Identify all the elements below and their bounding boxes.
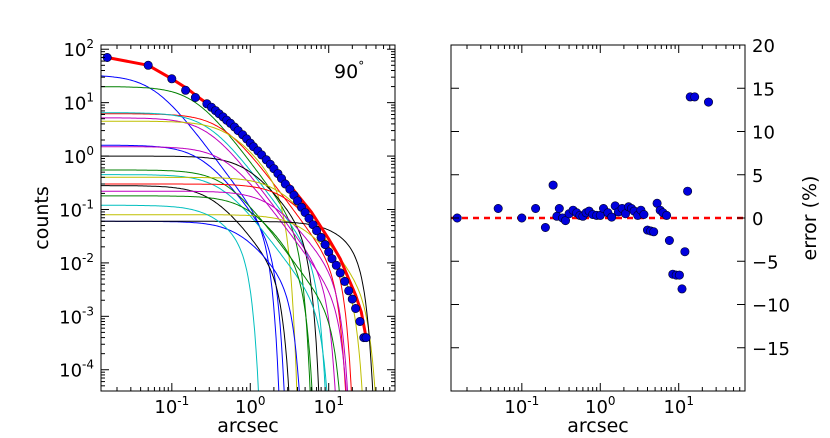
error-points bbox=[452, 92, 713, 294]
left-y-tick-label: 10-4 bbox=[59, 358, 94, 382]
observed-point bbox=[331, 260, 341, 270]
observed-point bbox=[355, 316, 365, 326]
right-y-tick-label: −15 bbox=[752, 339, 790, 360]
observed-point bbox=[167, 74, 177, 84]
error-point bbox=[517, 213, 527, 223]
left-y-tick-label: 102 bbox=[63, 37, 94, 61]
component-curve-c19 bbox=[101, 204, 259, 391]
component-curve-c12 bbox=[101, 176, 376, 391]
right-y-tick-label: 15 bbox=[752, 79, 775, 100]
error-point bbox=[639, 210, 649, 220]
observed-point bbox=[190, 93, 200, 103]
left-plot-frame bbox=[100, 44, 396, 392]
right-y-tick-label: 5 bbox=[752, 166, 763, 187]
right-x-axis-label: arcsec bbox=[567, 415, 629, 437]
right-y-tick-label: 10 bbox=[752, 123, 775, 144]
error-point bbox=[680, 247, 690, 257]
right-y-tick-label: 20 bbox=[752, 36, 775, 57]
component-curve-c8 bbox=[101, 144, 285, 391]
component-curve-c4 bbox=[101, 112, 326, 391]
component-curve-c13 bbox=[101, 183, 352, 391]
observed-point bbox=[335, 268, 345, 278]
right-y-tick-label: 0 bbox=[752, 209, 763, 230]
error-point bbox=[703, 97, 713, 107]
component-curve-c9 bbox=[101, 146, 347, 391]
right-x-ticks: 10-1 100 101 bbox=[466, 45, 741, 418]
observed-point bbox=[181, 85, 191, 95]
error-point bbox=[649, 227, 659, 237]
observed-points bbox=[102, 52, 371, 343]
total-model-line bbox=[106, 56, 368, 338]
component-curve-c14 bbox=[101, 185, 290, 391]
angle-annotation: 90° bbox=[334, 59, 364, 83]
error-point bbox=[540, 223, 550, 233]
observed-point bbox=[316, 232, 326, 242]
observed-point bbox=[327, 254, 337, 264]
observed-point bbox=[292, 196, 302, 206]
right-y-tick-label: −5 bbox=[752, 252, 779, 273]
left-x-tick-label: 10-1 bbox=[154, 394, 189, 418]
component-curve-c2 bbox=[101, 86, 311, 391]
left-y-tick-label: 10-3 bbox=[59, 304, 94, 328]
observed-point bbox=[347, 294, 357, 304]
right-y-ticks: 20 15 10 5 0 −5 −10 −15 bbox=[451, 36, 790, 360]
right-x-tick-label: 10-1 bbox=[504, 394, 539, 418]
error-point bbox=[677, 284, 687, 294]
profile-panel: 10-1 100 101 10-4 10-3 10-2 10-1 100 101 102 90°… bbox=[31, 37, 396, 437]
error-point bbox=[554, 204, 564, 214]
error-point bbox=[531, 204, 541, 214]
error-point bbox=[548, 180, 558, 190]
component-curve-c15 bbox=[101, 190, 349, 391]
observed-point bbox=[143, 60, 153, 70]
component-curve-c18 bbox=[101, 220, 374, 391]
right-y-tick-label: −10 bbox=[752, 296, 790, 317]
component-curve-c5 bbox=[101, 117, 336, 391]
total-model-curve bbox=[106, 56, 368, 338]
component-curve-c20 bbox=[101, 195, 313, 391]
left-y-axis-label: counts bbox=[31, 186, 53, 250]
left-y-tick-label: 100 bbox=[63, 144, 94, 168]
left-y-tick-label: 101 bbox=[63, 91, 94, 115]
left-y-ticks: 10-4 10-3 10-2 10-1 100 101 102 bbox=[59, 37, 395, 387]
error-point bbox=[607, 212, 617, 222]
component-curve-c7 bbox=[101, 155, 320, 391]
error-panel: 10-1 100 101 20 15 10 5 0 −5 −10 −15 arcsec error… bbox=[450, 36, 821, 437]
observed-point bbox=[351, 303, 361, 313]
left-x-ticks: 10-1 100 101 bbox=[116, 45, 391, 418]
error-point bbox=[664, 236, 674, 246]
component-curve-c10 bbox=[101, 169, 340, 391]
error-point bbox=[674, 270, 684, 280]
left-x-tick-label: 100 bbox=[235, 394, 266, 418]
observed-point bbox=[320, 240, 330, 250]
observed-point bbox=[361, 333, 371, 343]
error-point bbox=[493, 204, 503, 214]
observed-point bbox=[344, 286, 354, 296]
right-y-axis-label: error (%) bbox=[799, 176, 821, 261]
component-curve-c3 bbox=[101, 113, 347, 391]
component-curve-c6 bbox=[101, 120, 298, 391]
error-point bbox=[690, 92, 700, 102]
error-point bbox=[683, 186, 693, 196]
left-x-tick-label: 101 bbox=[313, 394, 344, 418]
component-curve-c11 bbox=[101, 174, 328, 391]
observed-point bbox=[340, 276, 350, 286]
error-point bbox=[662, 210, 672, 220]
left-y-tick-label: 10-2 bbox=[59, 251, 94, 275]
left-y-tick-label: 10-1 bbox=[59, 197, 94, 221]
right-x-tick-label: 100 bbox=[585, 394, 616, 418]
left-x-axis-label: arcsec bbox=[217, 415, 279, 437]
right-x-tick-label: 101 bbox=[663, 394, 694, 418]
observed-point bbox=[304, 213, 314, 223]
component-curves bbox=[101, 75, 376, 391]
observed-point bbox=[312, 226, 322, 236]
